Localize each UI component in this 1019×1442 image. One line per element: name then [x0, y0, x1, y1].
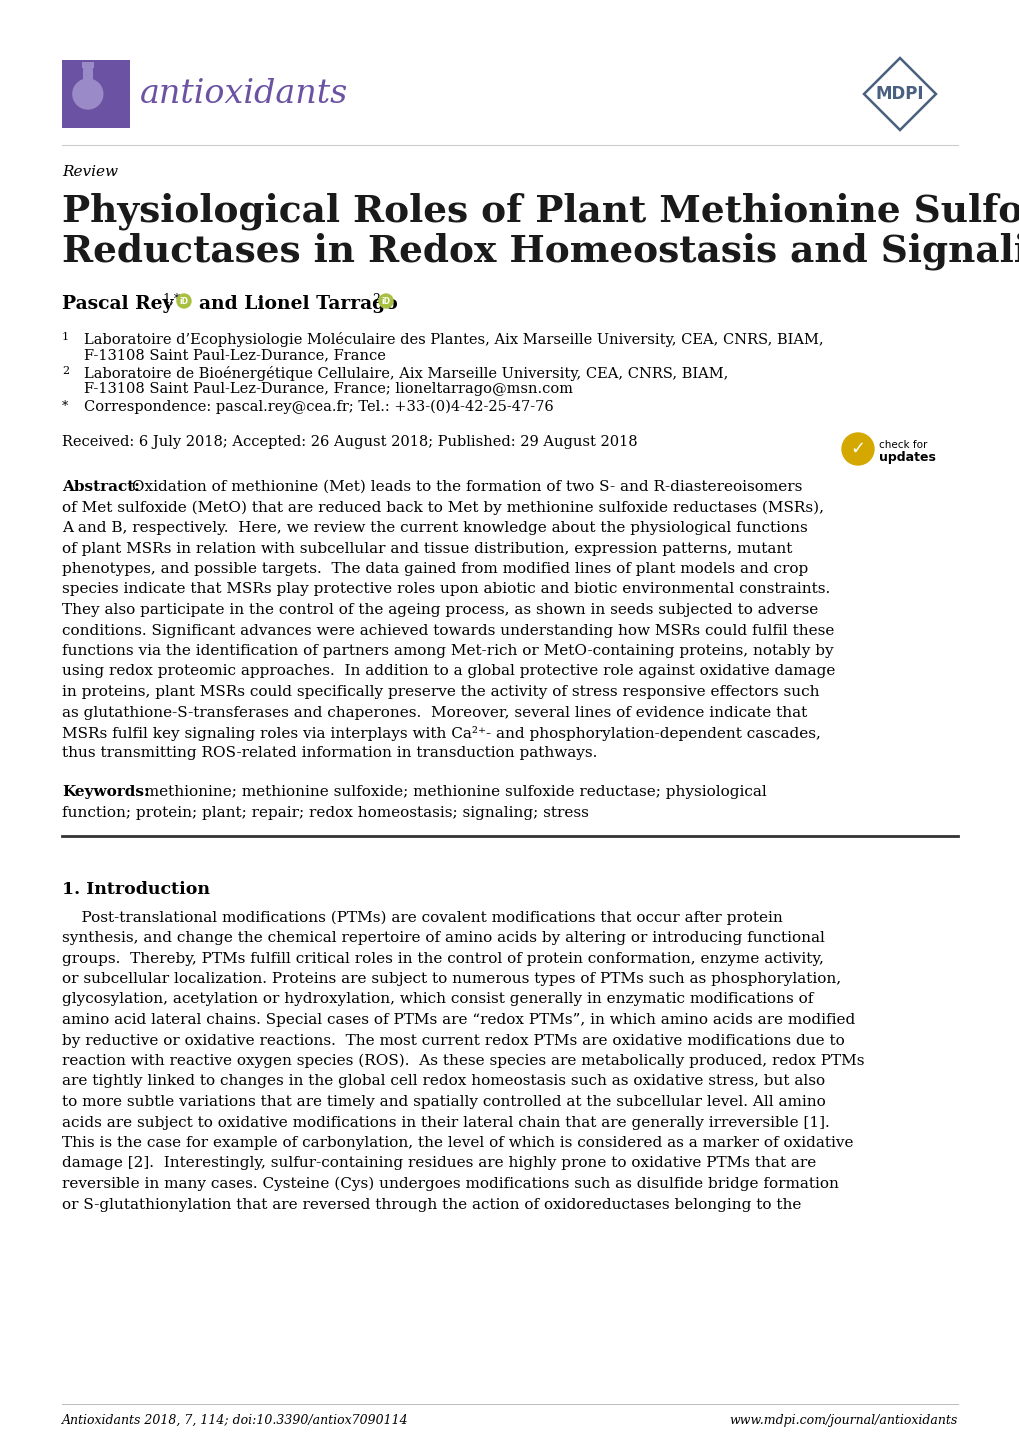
Text: F-13108 Saint Paul-Lez-Durance, France; lioneltarrago@msn.com: F-13108 Saint Paul-Lez-Durance, France; …	[84, 382, 573, 397]
Text: ✓: ✓	[850, 440, 865, 459]
Text: MSRs fulfil key signaling roles via interplays with Ca²⁺- and phosphorylation-de: MSRs fulfil key signaling roles via inte…	[62, 725, 820, 741]
Text: groups.  Thereby, PTMs fulfill critical roles in the control of protein conforma: groups. Thereby, PTMs fulfill critical r…	[62, 952, 823, 966]
Text: functions via the identification of partners among Met-rich or MetO-containing p: functions via the identification of part…	[62, 645, 833, 658]
Text: updates: updates	[878, 451, 935, 464]
Text: Antioxidants 2018, 7, 114; doi:10.3390/antiox7090114: Antioxidants 2018, 7, 114; doi:10.3390/a…	[62, 1415, 409, 1428]
Text: damage [2].  Interestingly, sulfur-containing residues are highly prone to oxida: damage [2]. Interestingly, sulfur-contai…	[62, 1156, 815, 1171]
Text: 1: 1	[62, 332, 69, 342]
Text: by reductive or oxidative reactions.  The most current redox PTMs are oxidative : by reductive or oxidative reactions. The…	[62, 1034, 844, 1047]
Text: Review: Review	[62, 164, 118, 179]
Text: reversible in many cases. Cysteine (Cys) undergoes modifications such as disulfi: reversible in many cases. Cysteine (Cys)…	[62, 1177, 838, 1191]
Text: species indicate that MSRs play protective roles upon abiotic and biotic environ: species indicate that MSRs play protecti…	[62, 583, 829, 597]
Text: MDPI: MDPI	[875, 85, 923, 102]
Text: Pascal Rey: Pascal Rey	[62, 296, 173, 313]
FancyBboxPatch shape	[83, 66, 93, 82]
Text: Laboratoire de Bioénergétique Cellulaire, Aix Marseille University, CEA, CNRS, B: Laboratoire de Bioénergétique Cellulaire…	[84, 366, 728, 381]
Text: A and B, respectively.  Here, we review the current knowledge about the physiolo: A and B, respectively. Here, we review t…	[62, 521, 807, 535]
Text: Abstract:: Abstract:	[62, 480, 140, 495]
Text: to more subtle variations that are timely and spatially controlled at the subcel: to more subtle variations that are timel…	[62, 1094, 825, 1109]
Text: 2: 2	[372, 293, 379, 306]
Circle shape	[379, 294, 392, 309]
Text: methionine; methionine sulfoxide; methionine sulfoxide reductase; physiological: methionine; methionine sulfoxide; methio…	[135, 784, 766, 799]
Text: glycosylation, acetylation or hydroxylation, which consist generally in enzymati: glycosylation, acetylation or hydroxylat…	[62, 992, 812, 1007]
Circle shape	[72, 79, 103, 110]
Text: function; protein; plant; repair; redox homeostasis; signaling; stress: function; protein; plant; repair; redox …	[62, 806, 588, 819]
Text: conditions. Significant advances were achieved towards understanding how MSRs co: conditions. Significant advances were ac…	[62, 623, 834, 637]
Text: Reductases in Redox Homeostasis and Signaling: Reductases in Redox Homeostasis and Sign…	[62, 232, 1019, 270]
Circle shape	[841, 433, 873, 464]
Text: and Lionel Tarrago: and Lionel Tarrago	[199, 296, 397, 313]
Text: Keywords:: Keywords:	[62, 784, 150, 799]
Text: iD: iD	[381, 297, 390, 306]
Text: reaction with reactive oxygen species (ROS).  As these species are metabolically: reaction with reactive oxygen species (R…	[62, 1054, 864, 1069]
Text: check for: check for	[878, 440, 926, 450]
Text: are tightly linked to changes in the global cell redox homeostasis such as oxida: are tightly linked to changes in the glo…	[62, 1074, 824, 1089]
Text: 2: 2	[62, 366, 69, 376]
Text: synthesis, and change the chemical repertoire of amino acids by altering or intr: synthesis, and change the chemical reper…	[62, 932, 824, 945]
FancyBboxPatch shape	[62, 61, 129, 128]
Text: antioxidants: antioxidants	[140, 78, 347, 110]
Circle shape	[177, 294, 191, 309]
Text: Physiological Roles of Plant Methionine Sulfoxide: Physiological Roles of Plant Methionine …	[62, 192, 1019, 229]
Text: F-13108 Saint Paul-Lez-Durance, France: F-13108 Saint Paul-Lez-Durance, France	[84, 348, 385, 362]
Text: phenotypes, and possible targets.  The data gained from modified lines of plant : phenotypes, and possible targets. The da…	[62, 562, 807, 575]
Text: Correspondence: pascal.rey@cea.fr; Tel.: +33-(0)4-42-25-47-76: Correspondence: pascal.rey@cea.fr; Tel.:…	[84, 399, 553, 414]
Text: or subcellular localization. Proteins are subject to numerous types of PTMs such: or subcellular localization. Proteins ar…	[62, 972, 841, 986]
Text: Post-translational modifications (PTMs) are covalent modifications that occur af: Post-translational modifications (PTMs) …	[62, 910, 782, 924]
Text: in proteins, plant MSRs could specifically preserve the activity of stress respo: in proteins, plant MSRs could specifical…	[62, 685, 818, 699]
Text: using redox proteomic approaches.  In addition to a global protective role again: using redox proteomic approaches. In add…	[62, 665, 835, 679]
Text: of plant MSRs in relation with subcellular and tissue distribution, expression p: of plant MSRs in relation with subcellul…	[62, 542, 792, 555]
Text: 1. Introduction: 1. Introduction	[62, 881, 210, 897]
Text: or S-glutathionylation that are reversed through the action of oxidoreductases b: or S-glutathionylation that are reversed…	[62, 1197, 801, 1211]
FancyBboxPatch shape	[82, 62, 94, 68]
Text: Received: 6 July 2018; Accepted: 26 August 2018; Published: 29 August 2018: Received: 6 July 2018; Accepted: 26 Augu…	[62, 435, 637, 448]
Text: as glutathione-S-transferases and chaperones.  Moreover, several lines of eviden: as glutathione-S-transferases and chaper…	[62, 705, 806, 720]
Text: of Met sulfoxide (MetO) that are reduced back to Met by methionine sulfoxide red: of Met sulfoxide (MetO) that are reduced…	[62, 500, 823, 515]
Text: This is the case for example of carbonylation, the level of which is considered : This is the case for example of carbonyl…	[62, 1136, 853, 1151]
Text: Laboratoire d’Ecophysiologie Moléculaire des Plantes, Aix Marseille University, : Laboratoire d’Ecophysiologie Moléculaire…	[84, 332, 822, 348]
Text: www.mdpi.com/journal/antioxidants: www.mdpi.com/journal/antioxidants	[729, 1415, 957, 1428]
Text: amino acid lateral chains. Special cases of PTMs are “redox PTMs”, in which amin: amino acid lateral chains. Special cases…	[62, 1012, 854, 1027]
Text: 1,*: 1,*	[162, 293, 180, 306]
Text: acids are subject to oxidative modifications in their lateral chain that are gen: acids are subject to oxidative modificat…	[62, 1116, 828, 1129]
Text: thus transmitting ROS-related information in transduction pathways.: thus transmitting ROS-related informatio…	[62, 747, 597, 760]
Text: *: *	[62, 399, 68, 412]
Text: Oxidation of methionine (Met) leads to the formation of two S- and R-diastereois: Oxidation of methionine (Met) leads to t…	[127, 480, 802, 495]
Text: iD: iD	[179, 297, 189, 306]
Text: They also participate in the control of the ageing process, as shown in seeds su: They also participate in the control of …	[62, 603, 817, 617]
